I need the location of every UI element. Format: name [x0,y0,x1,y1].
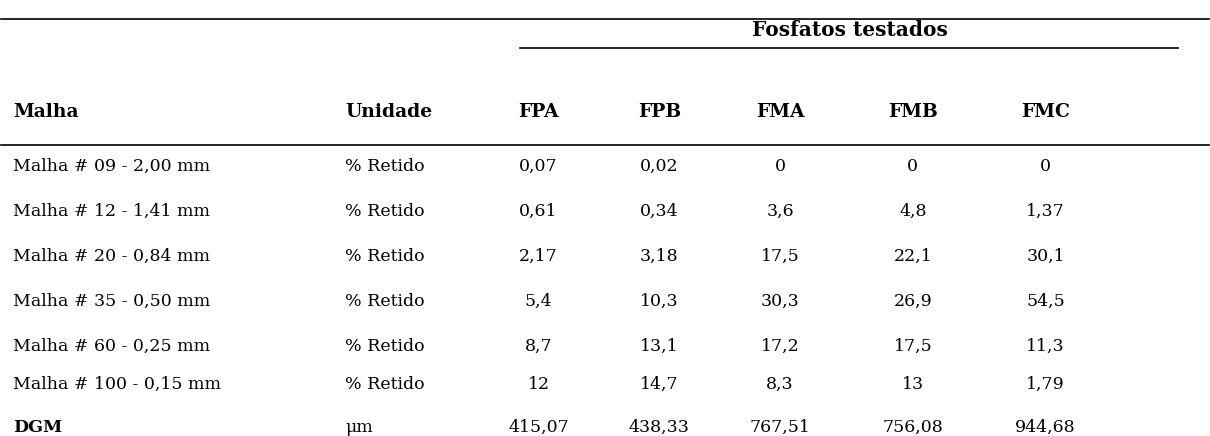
Text: FMB: FMB [888,103,938,121]
Text: 17,5: 17,5 [893,337,932,354]
Text: Malha # 20 - 0,84 mm: Malha # 20 - 0,84 mm [13,248,211,265]
Text: % Retido: % Retido [345,248,425,265]
Text: Malha: Malha [13,103,79,121]
Text: μm: μm [345,419,373,436]
Text: 944,68: 944,68 [1015,419,1076,436]
Text: % Retido: % Retido [345,376,425,393]
Text: FPB: FPB [638,103,681,121]
Text: 0: 0 [1041,158,1051,175]
Text: 438,33: 438,33 [629,419,690,436]
Text: 8,3: 8,3 [766,376,794,393]
Text: 0,61: 0,61 [519,203,558,220]
Text: 30,3: 30,3 [761,293,800,310]
Text: 30,1: 30,1 [1026,248,1065,265]
Text: 1,37: 1,37 [1026,203,1065,220]
Text: % Retido: % Retido [345,337,425,354]
Text: DGM: DGM [13,419,63,436]
Text: % Retido: % Retido [345,293,425,310]
Text: 26,9: 26,9 [893,293,932,310]
Text: 13: 13 [901,376,924,393]
Text: 0,34: 0,34 [640,203,679,220]
Text: FPA: FPA [518,103,559,121]
Text: 767,51: 767,51 [750,419,811,436]
Text: 17,2: 17,2 [761,337,800,354]
Text: Malha # 12 - 1,41 mm: Malha # 12 - 1,41 mm [13,203,211,220]
Text: Malha # 100 - 0,15 mm: Malha # 100 - 0,15 mm [13,376,221,393]
Text: 0,02: 0,02 [640,158,679,175]
Text: 10,3: 10,3 [640,293,679,310]
Text: 11,3: 11,3 [1026,337,1065,354]
Text: 3,18: 3,18 [640,248,679,265]
Text: 54,5: 54,5 [1026,293,1065,310]
Text: 13,1: 13,1 [640,337,679,354]
Text: 12: 12 [528,376,549,393]
Text: 0: 0 [774,158,785,175]
Text: 8,7: 8,7 [525,337,553,354]
Text: 415,07: 415,07 [508,419,569,436]
Text: 17,5: 17,5 [761,248,800,265]
Text: % Retido: % Retido [345,158,425,175]
Text: FMA: FMA [756,103,805,121]
Text: 1,79: 1,79 [1026,376,1065,393]
Text: 4,8: 4,8 [899,203,927,220]
Text: 14,7: 14,7 [640,376,679,393]
Text: Malha # 09 - 2,00 mm: Malha # 09 - 2,00 mm [13,158,211,175]
Text: 0: 0 [908,158,918,175]
Text: 5,4: 5,4 [525,293,553,310]
Text: Malha # 35 - 0,50 mm: Malha # 35 - 0,50 mm [13,293,211,310]
Text: 2,17: 2,17 [519,248,558,265]
Text: % Retido: % Retido [345,203,425,220]
Text: 22,1: 22,1 [893,248,932,265]
Text: Unidade: Unidade [345,103,432,121]
Text: FMC: FMC [1021,103,1070,121]
Text: 0,07: 0,07 [519,158,558,175]
Text: Fosfatos testados: Fosfatos testados [751,20,947,40]
Text: 3,6: 3,6 [766,203,794,220]
Text: Malha # 60 - 0,25 mm: Malha # 60 - 0,25 mm [13,337,211,354]
Text: 756,08: 756,08 [882,419,944,436]
